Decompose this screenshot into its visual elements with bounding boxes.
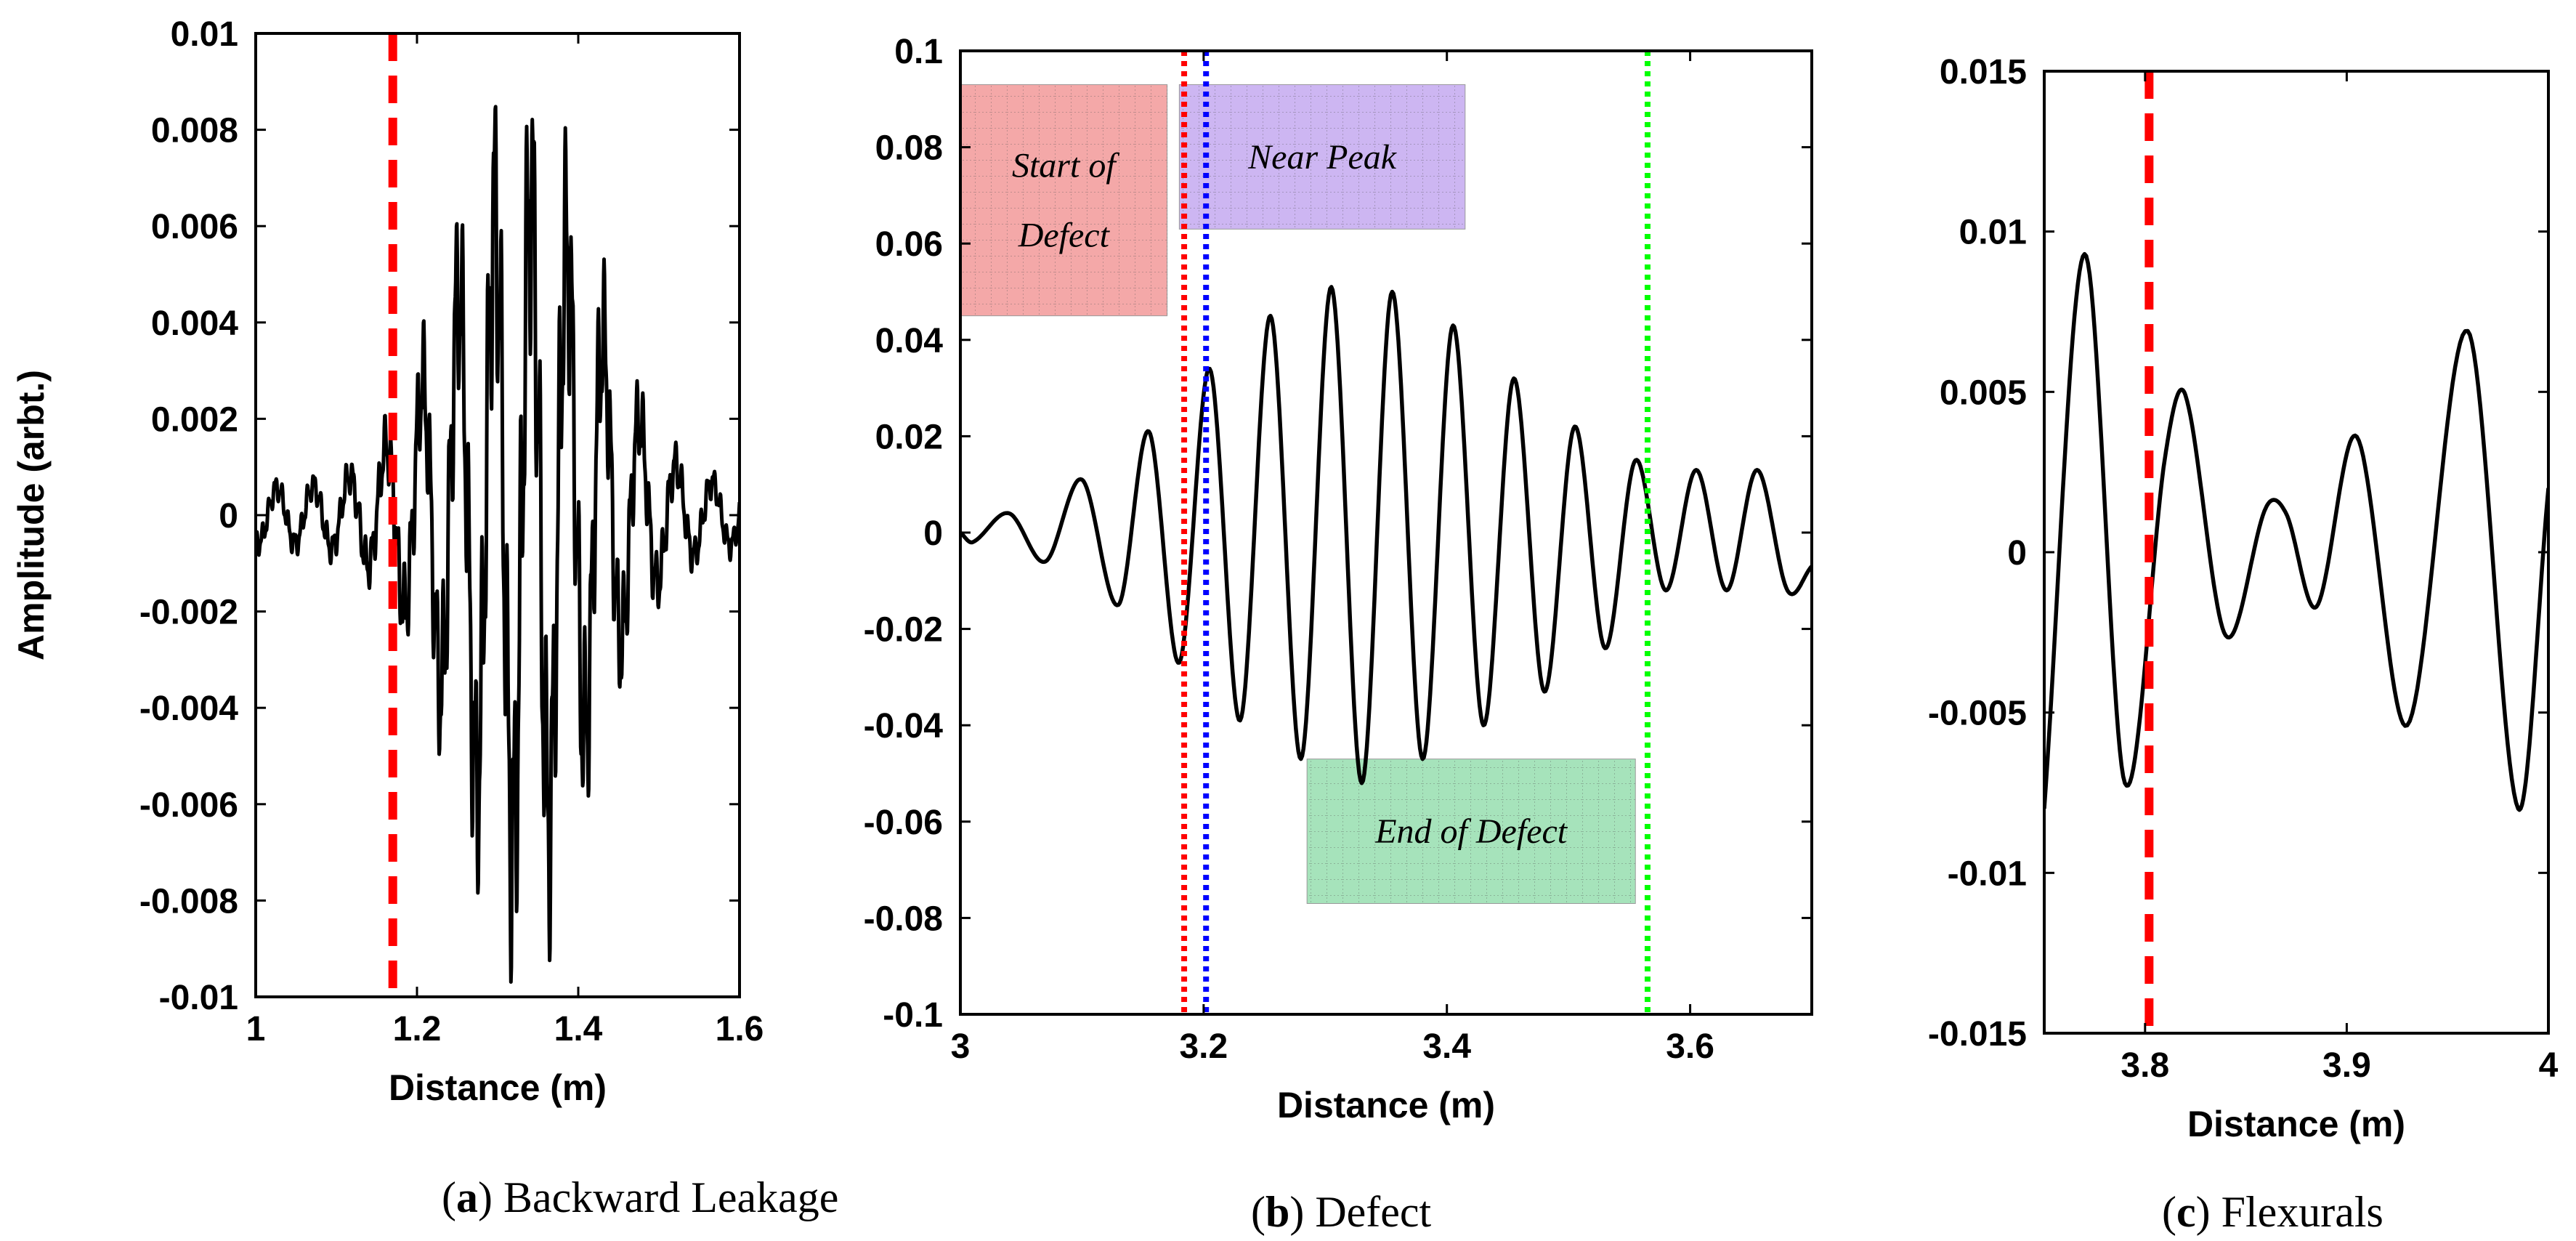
y-tick-label: 0.02 — [875, 418, 943, 456]
y-tick-label: -0.01 — [1948, 854, 2027, 893]
y-tick-label: 0 — [219, 497, 238, 535]
y-tick-label: -0.015 — [1928, 1015, 2027, 1054]
annotation-label: End of Defect — [1374, 812, 1568, 851]
panel-caption: (c) Flexurals — [2162, 1188, 2383, 1236]
caption-open: ( — [2162, 1188, 2176, 1236]
y-tick-label: 0.006 — [151, 208, 238, 246]
annotation-box-grid — [960, 84, 1167, 316]
x-tick-label: 3 — [951, 1027, 971, 1066]
y-tick-label: 0.01 — [1959, 214, 2027, 252]
y-tick-label: -0.004 — [139, 690, 238, 728]
x-tick-label: 1.2 — [393, 1010, 442, 1048]
y-tick-label: -0.02 — [864, 611, 943, 650]
y-tick-label: 0.015 — [1940, 53, 2027, 92]
y-tick-label: 0.01 — [171, 15, 238, 54]
y-tick-label: 0.008 — [151, 112, 238, 150]
y-tick-label: -0.008 — [139, 882, 238, 921]
annotation-box-grid — [1179, 84, 1465, 230]
y-tick-label: -0.08 — [864, 900, 943, 938]
caption-open: ( — [442, 1173, 456, 1221]
caption-letter: c — [2176, 1188, 2196, 1236]
x-tick-label: 3.8 — [2121, 1046, 2169, 1085]
caption-letter: b — [1265, 1188, 1289, 1236]
y-tick-label: 0.005 — [1940, 373, 2027, 412]
y-tick-label: -0.006 — [139, 786, 238, 825]
y-tick-label: 0.1 — [894, 33, 943, 71]
y-tick-label: 0.004 — [151, 304, 238, 343]
caption-text: ) Backward Leakage — [478, 1173, 838, 1221]
y-tick-label: -0.04 — [864, 707, 944, 745]
signal-line — [960, 285, 1812, 785]
y-tick-label: -0.002 — [139, 594, 238, 632]
annotation-label: Defect — [1018, 217, 1111, 255]
panel-caption: (b) Defect — [1251, 1188, 1432, 1236]
y-tick-label: 0 — [2007, 534, 2027, 573]
panel-b-chart: Start of Defect Near Peak End of Defect -0.1… — [864, 33, 1813, 1236]
y-tick-label: 0.08 — [875, 129, 943, 168]
y-tick-label: 0.04 — [875, 322, 944, 360]
caption-open: ( — [1251, 1188, 1265, 1236]
signal-line — [256, 105, 740, 984]
y-tick-label: -0.01 — [159, 979, 238, 1017]
x-tick-label: 3.4 — [1422, 1027, 1471, 1066]
caption-letter: a — [456, 1173, 478, 1221]
signal-line — [2044, 251, 2548, 812]
annotation-label: Near Peak — [1247, 138, 1398, 177]
x-tick-label: 3.6 — [1666, 1027, 1714, 1066]
panel-a-chart: -0.01 -0.008 -0.006 -0.004 -0.002 0 0.002 0.004… — [11, 15, 838, 1221]
x-tick-label: 3.2 — [1179, 1027, 1228, 1066]
y-tick-label: 0 — [923, 514, 943, 553]
x-tick-label: 1.6 — [716, 1010, 764, 1048]
annotation-label: Start of — [1012, 147, 1119, 185]
x-tick-label: 3.9 — [2322, 1046, 2371, 1085]
y-axis-label: Amplitude (arbt.) — [11, 370, 52, 660]
y-tick-label: -0.005 — [1928, 695, 2027, 733]
caption-text: ) Flexurals — [2196, 1188, 2383, 1236]
x-axis-label: Distance (m) — [389, 1067, 607, 1108]
y-tick-label: 0.002 — [151, 400, 238, 439]
caption-text: ) Defect — [1289, 1188, 1431, 1236]
x-axis-label: Distance (m) — [1277, 1085, 1495, 1125]
x-tick-label: 1.4 — [554, 1010, 603, 1048]
y-tick-label: -0.1 — [883, 996, 943, 1035]
x-tick-label: 4 — [2539, 1046, 2559, 1085]
x-tick-label: 1 — [246, 1010, 266, 1048]
y-tick-label: 0.06 — [875, 225, 943, 264]
y-tick-label: -0.06 — [864, 804, 943, 842]
panel-c-chart: -0.015 -0.01 -0.005 0 0.005 0.01 0.015 3.8 3.9 4 D… — [1928, 53, 2559, 1236]
panel-caption: (a) Backward Leakage — [442, 1173, 838, 1221]
x-axis-label: Distance (m) — [2187, 1104, 2405, 1144]
